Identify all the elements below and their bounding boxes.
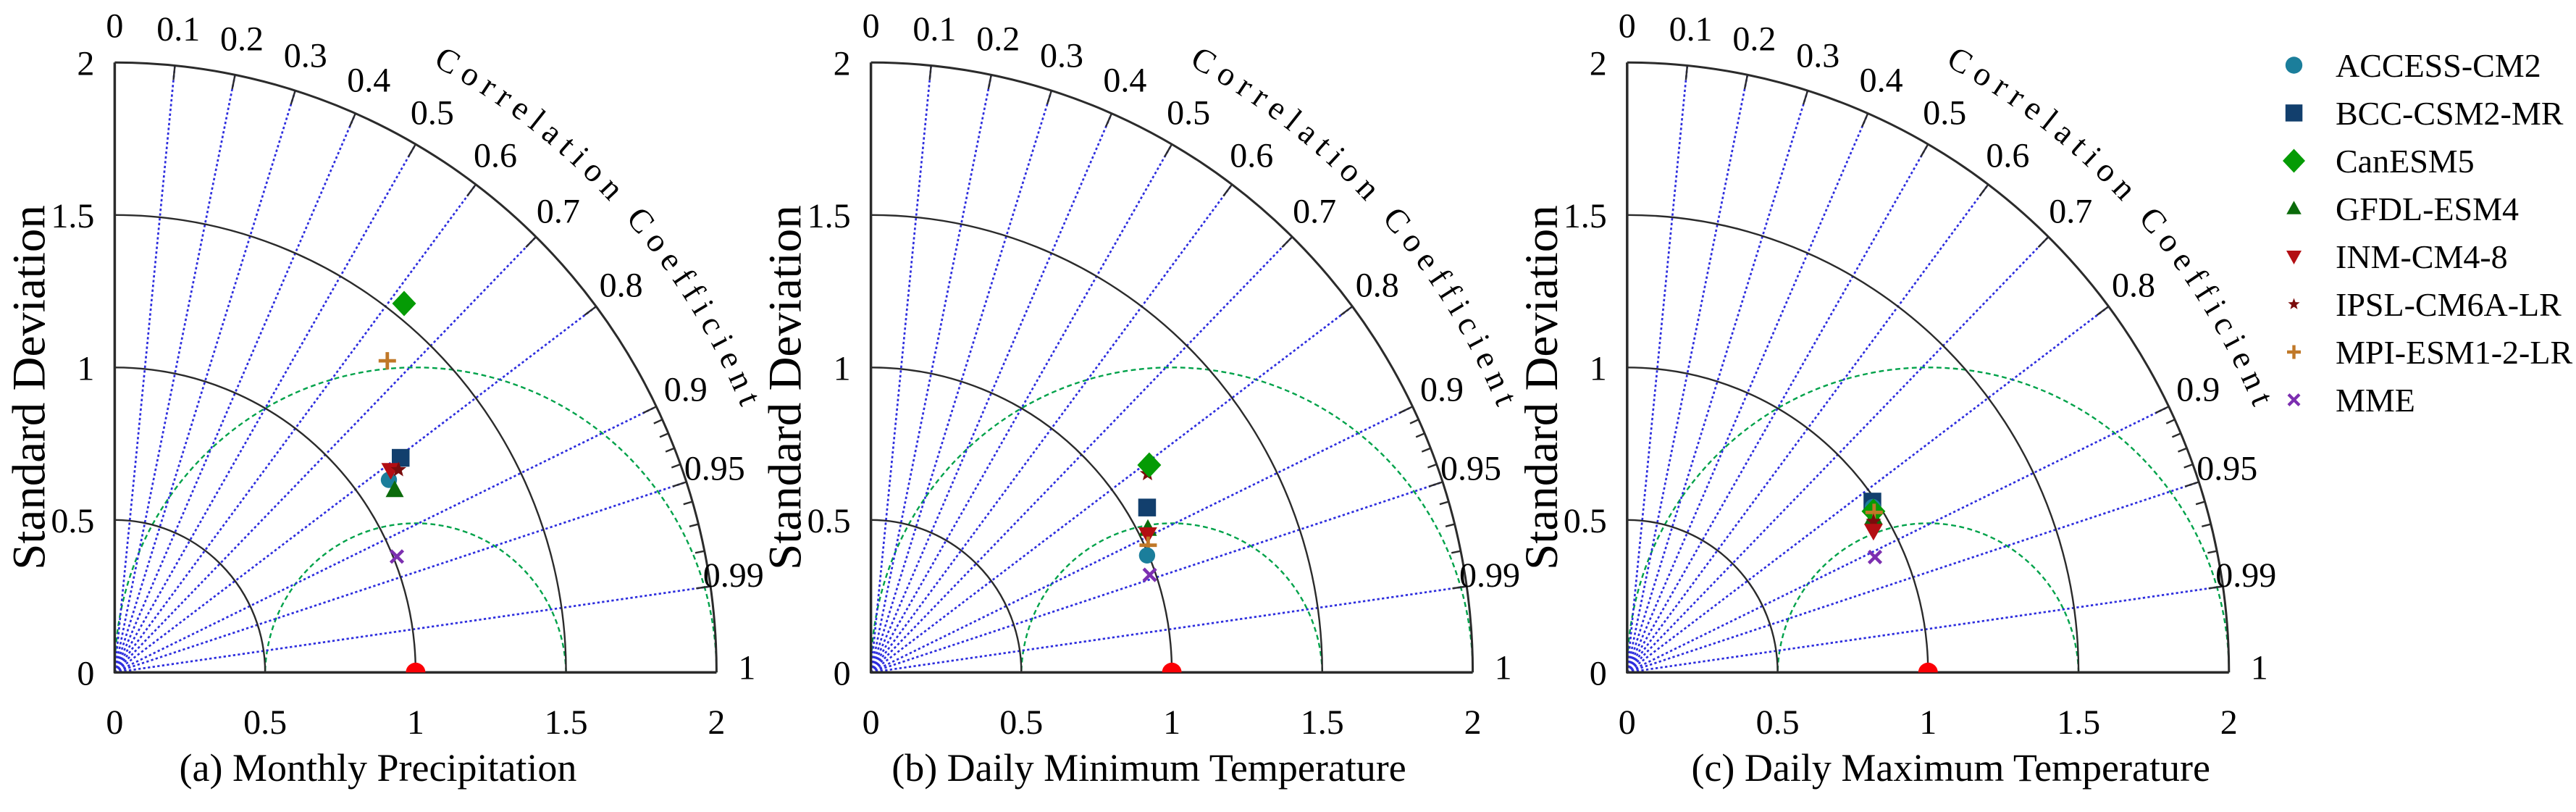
svg-text:Standard Deviation: Standard Deviation [1516,205,1568,570]
svg-text:0: 0 [1619,7,1636,45]
svg-text:0.99: 0.99 [1459,556,1520,595]
svg-text:0.7: 0.7 [537,193,580,231]
svg-text:0.5: 0.5 [243,703,287,742]
svg-text:0.8: 0.8 [600,266,643,304]
svg-text:0.3: 0.3 [1796,36,1839,75]
svg-text:1: 1 [1590,349,1607,388]
svg-text:0.99: 0.99 [703,556,764,595]
svg-text:0.4: 0.4 [1103,61,1146,99]
svg-text:0.6: 0.6 [1230,137,1273,175]
svg-text:0: 0 [106,703,123,742]
svg-text:0.3: 0.3 [284,36,327,75]
svg-text:0: 0 [1590,654,1607,692]
svg-text:0.3: 0.3 [1040,36,1083,75]
svg-text:INM-CM4-8: INM-CM4-8 [2336,238,2508,275]
svg-text:0.1: 0.1 [1669,10,1713,49]
svg-text:0.5: 0.5 [807,502,851,540]
svg-text:1: 1 [738,648,755,687]
svg-text:1.5: 1.5 [1564,197,1607,235]
svg-text:CanESM5: CanESM5 [2336,143,2475,180]
svg-text:1: 1 [2251,648,2268,687]
svg-text:IPSL-CM6A-LR: IPSL-CM6A-LR [2336,286,2562,323]
svg-text:0.5: 0.5 [1923,93,1966,132]
svg-text:1: 1 [1163,703,1180,742]
svg-text:0.9: 0.9 [1420,371,1464,409]
svg-text:0.2: 0.2 [220,20,264,58]
svg-text:BCC-CSM2-MR: BCC-CSM2-MR [2336,95,2564,132]
svg-text:0.8: 0.8 [2112,266,2155,304]
svg-text:0.5: 0.5 [1756,703,1800,742]
svg-text:0.95: 0.95 [1440,450,1501,488]
svg-text:0: 0 [77,654,94,692]
svg-text:0.6: 0.6 [1986,137,2029,175]
svg-text:0.5: 0.5 [411,93,454,132]
svg-text:2: 2 [1590,44,1607,83]
svg-text:0: 0 [106,7,123,45]
svg-text:0.1: 0.1 [912,10,956,49]
svg-text:2: 2 [2220,703,2238,742]
svg-text:GFDL-ESM4: GFDL-ESM4 [2336,191,2519,227]
svg-text:1.5: 1.5 [807,197,851,235]
svg-text:Standard Deviation: Standard Deviation [3,205,55,570]
svg-text:0.5: 0.5 [1564,502,1607,540]
svg-text:0.7: 0.7 [1293,193,1336,231]
svg-text:0.9: 0.9 [664,371,708,409]
svg-text:0.5: 0.5 [1167,93,1210,132]
svg-text:2: 2 [708,703,725,742]
svg-text:0.95: 0.95 [684,450,745,488]
svg-text:1: 1 [77,349,94,388]
svg-text:2: 2 [834,44,851,83]
svg-text:0: 0 [863,7,880,45]
svg-text:0.99: 0.99 [2215,556,2276,595]
svg-text:0.7: 0.7 [2049,193,2092,231]
svg-text:0.1: 0.1 [156,10,200,49]
svg-text:0.4: 0.4 [347,61,390,99]
svg-text:1.5: 1.5 [51,197,94,235]
svg-text:ACCESS-CM2: ACCESS-CM2 [2336,47,2541,84]
svg-text:1.5: 1.5 [545,703,588,742]
svg-text:0.2: 0.2 [1732,20,1776,58]
svg-text:0.8: 0.8 [1356,266,1399,304]
svg-text:0.5: 0.5 [51,502,94,540]
svg-text:Standard Deviation: Standard Deviation [760,205,812,570]
svg-text:1: 1 [1495,648,1512,687]
svg-text:1.5: 1.5 [1301,703,1344,742]
svg-text:1.5: 1.5 [2057,703,2100,742]
svg-text:2: 2 [77,44,94,83]
svg-text:1: 1 [407,703,424,742]
svg-text:0.4: 0.4 [1860,61,1903,99]
svg-text:0.5: 0.5 [999,703,1043,742]
svg-text:(c) Daily Maximum Temperature: (c) Daily Maximum Temperature [1691,746,2210,790]
svg-text:0.95: 0.95 [2197,450,2257,488]
svg-text:2: 2 [1464,703,1482,742]
svg-text:MPI-ESM1-2-LR: MPI-ESM1-2-LR [2336,334,2572,371]
svg-text:0.2: 0.2 [976,20,1020,58]
svg-text:0: 0 [863,703,880,742]
svg-text:1: 1 [834,349,851,388]
svg-text:0.9: 0.9 [2176,371,2220,409]
svg-text:0.6: 0.6 [474,137,517,175]
svg-text:(b) Daily Minimum Temperature: (b) Daily Minimum Temperature [891,746,1406,790]
svg-text:0: 0 [834,654,851,692]
svg-text:(a) Monthly Precipitation: (a) Monthly Precipitation [180,746,577,790]
svg-text:MME: MME [2336,382,2415,419]
svg-text:1: 1 [1919,703,1937,742]
svg-text:0: 0 [1619,703,1636,742]
